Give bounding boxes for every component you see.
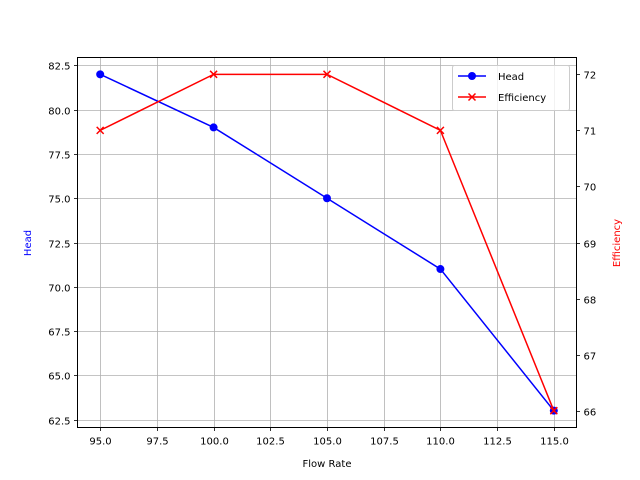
y-axis-label: Head (23, 230, 34, 256)
x-tick-label: 107.5 (370, 437, 399, 448)
x-tick-label: 115.0 (540, 437, 569, 448)
head-marker-icon (436, 265, 445, 274)
efficiency-marker-icon (436, 126, 445, 135)
efficiency-marker-icon (322, 70, 332, 79)
legend-efficiency-label: Efficiency (498, 93, 546, 104)
y2-tick-label: 67 (584, 352, 597, 363)
y-tick-label: 62.5 (48, 417, 70, 428)
y-tick-label: 80.0 (48, 107, 70, 118)
x-axis-label: Flow Rate (303, 459, 352, 470)
legend-head-label: Head (498, 72, 524, 83)
y-tick-label: 82.5 (48, 62, 70, 73)
plot-frame (77, 57, 577, 428)
y-axis-right: 66 67 68 69 70 71 72 (576, 71, 597, 419)
x-tick-label: 105.0 (313, 437, 342, 448)
x-tick-label: 110.0 (426, 437, 455, 448)
y-axis-left: 62.5 65.0 67.5 70.0 72.5 75.0 77.5 80.0 82.5 (48, 62, 78, 428)
data-lines (96, 70, 558, 415)
y-tick-label: 77.5 (48, 151, 70, 162)
y-tick-label: 75.0 (48, 195, 70, 206)
x-tick-label: 102.5 (256, 437, 285, 448)
efficiency-line (99, 73, 555, 411)
y-tick-label: 72.5 (48, 240, 70, 251)
legend: Head Efficiency (452, 65, 570, 111)
efficiency-marker-icon (549, 406, 558, 415)
legend-efficiency-marker-icon (467, 92, 477, 102)
y-tick-label: 67.5 (48, 328, 70, 339)
x-axis: 95.0 97.5 100.0 102.5 105.0 107.5 110.0 112.5 11… (89, 427, 569, 448)
y-tick-label: 65.0 (48, 372, 70, 383)
head-marker-icon (209, 123, 218, 132)
head-marker-icon (96, 70, 105, 79)
y2-tick-label: 66 (584, 408, 597, 419)
y2-axis-label: Efficiency (612, 219, 623, 267)
legend-head-marker-icon (468, 72, 476, 80)
grid-lines (77, 57, 577, 428)
x-tick-label: 97.5 (146, 437, 168, 448)
y2-tick-label: 70 (584, 183, 597, 194)
head-marker-icon (323, 194, 331, 203)
y2-tick-label: 68 (584, 296, 597, 307)
efficiency-marker-icon (96, 126, 105, 135)
x-tick-label: 95.0 (89, 437, 111, 448)
y2-tick-label: 72 (584, 71, 597, 82)
y-tick-label: 70.0 (48, 284, 70, 295)
x-tick-label: 112.5 (483, 437, 512, 448)
y2-tick-label: 69 (584, 240, 597, 251)
y2-tick-label: 71 (584, 127, 597, 138)
efficiency-marker-icon (209, 70, 218, 79)
x-tick-label: 100.0 (200, 437, 229, 448)
